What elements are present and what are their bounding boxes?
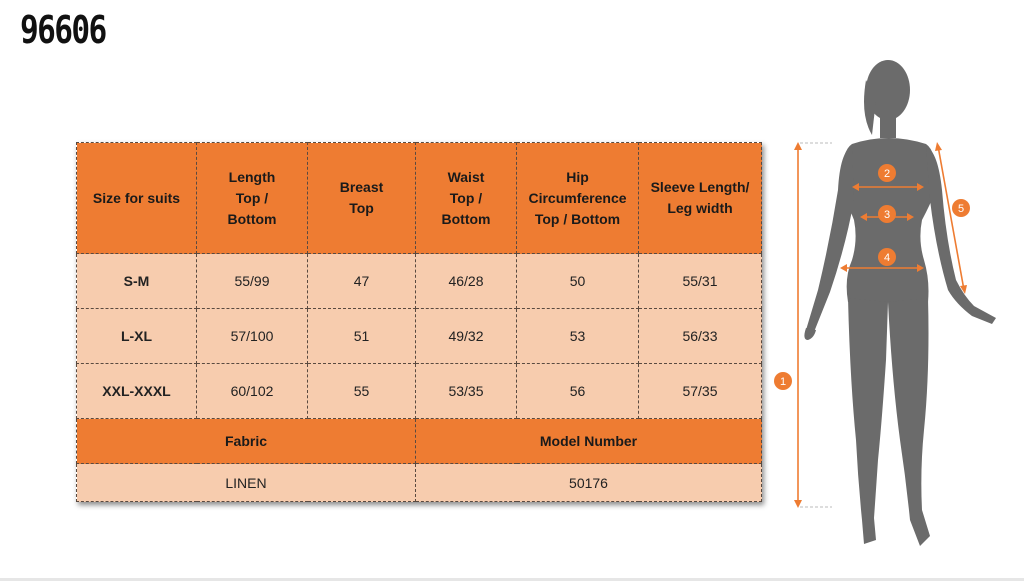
marker-2: 2	[884, 168, 890, 180]
breast-cell: 55	[307, 363, 416, 419]
length-cell: 55/99	[196, 253, 308, 309]
length-cell: 57/100	[196, 308, 308, 364]
body-silhouette-icon: 1 2 3 4	[774, 60, 996, 546]
waist-cell: 53/35	[415, 363, 517, 419]
sleeve-cell: 55/31	[638, 253, 762, 309]
length-cell: 60/102	[196, 363, 308, 419]
sleeve-cell: 57/35	[638, 363, 762, 419]
size-cell: XXL-XXXL	[76, 363, 197, 419]
size-cell: S-M	[76, 253, 197, 309]
header-sleeve: Sleeve Length/Leg width	[638, 142, 762, 254]
hip-cell: 56	[516, 363, 639, 419]
breast-cell: 51	[307, 308, 416, 364]
marker-4: 4	[884, 252, 890, 264]
size-cell: L-XL	[76, 308, 197, 364]
fabric-value-row: LINEN 50176	[76, 463, 762, 502]
hip-cell: 50	[516, 253, 639, 309]
fabric-value: LINEN	[76, 463, 416, 502]
waist-cell: 46/28	[415, 253, 517, 309]
header-length-text: Length Top / Bottom	[227, 168, 277, 227]
table-row: S-M 55/99 47 46/28 50 55/31	[76, 253, 762, 309]
header-breast: Breast Top	[307, 142, 416, 254]
model-number-label: Model Number	[415, 418, 762, 464]
header-size-text: Size for suits	[92, 189, 181, 206]
header-hip-text: Hip Circumference Top / Bottom	[528, 168, 627, 227]
header-hip: Hip Circumference Top / Bottom	[516, 142, 639, 254]
product-code: 96606	[20, 8, 107, 52]
waist-cell: 49/32	[415, 308, 517, 364]
table-header-row: Size for suits Length Top / Bottom Breast T…	[76, 142, 762, 254]
hip-cell: 53	[516, 308, 639, 364]
table-row: XXL-XXXL 60/102 55 53/35 56 57/35	[76, 363, 762, 419]
table-row: L-XL 57/100 51 49/32 53 56/33	[76, 308, 762, 364]
sleeve-cell: 56/33	[638, 308, 762, 364]
header-waist: Waist Top / Bottom	[415, 142, 517, 254]
marker-3: 3	[884, 209, 890, 221]
model-number-value: 50176	[415, 463, 762, 502]
marker-5: 5	[958, 203, 964, 215]
header-sleeve-text: Sleeve Length/Leg width	[650, 179, 750, 216]
header-length: Length Top / Bottom	[196, 142, 308, 254]
breast-cell: 47	[307, 253, 416, 309]
header-breast-text: Breast Top	[339, 179, 384, 216]
header-size: Size for suits	[76, 142, 197, 254]
header-waist-text: Waist Top / Bottom	[441, 168, 491, 227]
fabric-label: Fabric	[76, 418, 416, 464]
measurement-figure: 1 2 3 4	[760, 40, 1024, 560]
fabric-header-row: Fabric Model Number	[76, 418, 762, 464]
marker-1: 1	[780, 376, 786, 388]
bottom-divider	[0, 578, 1024, 581]
size-chart-table: Size for suits Length Top / Bottom Breast T…	[76, 142, 762, 502]
